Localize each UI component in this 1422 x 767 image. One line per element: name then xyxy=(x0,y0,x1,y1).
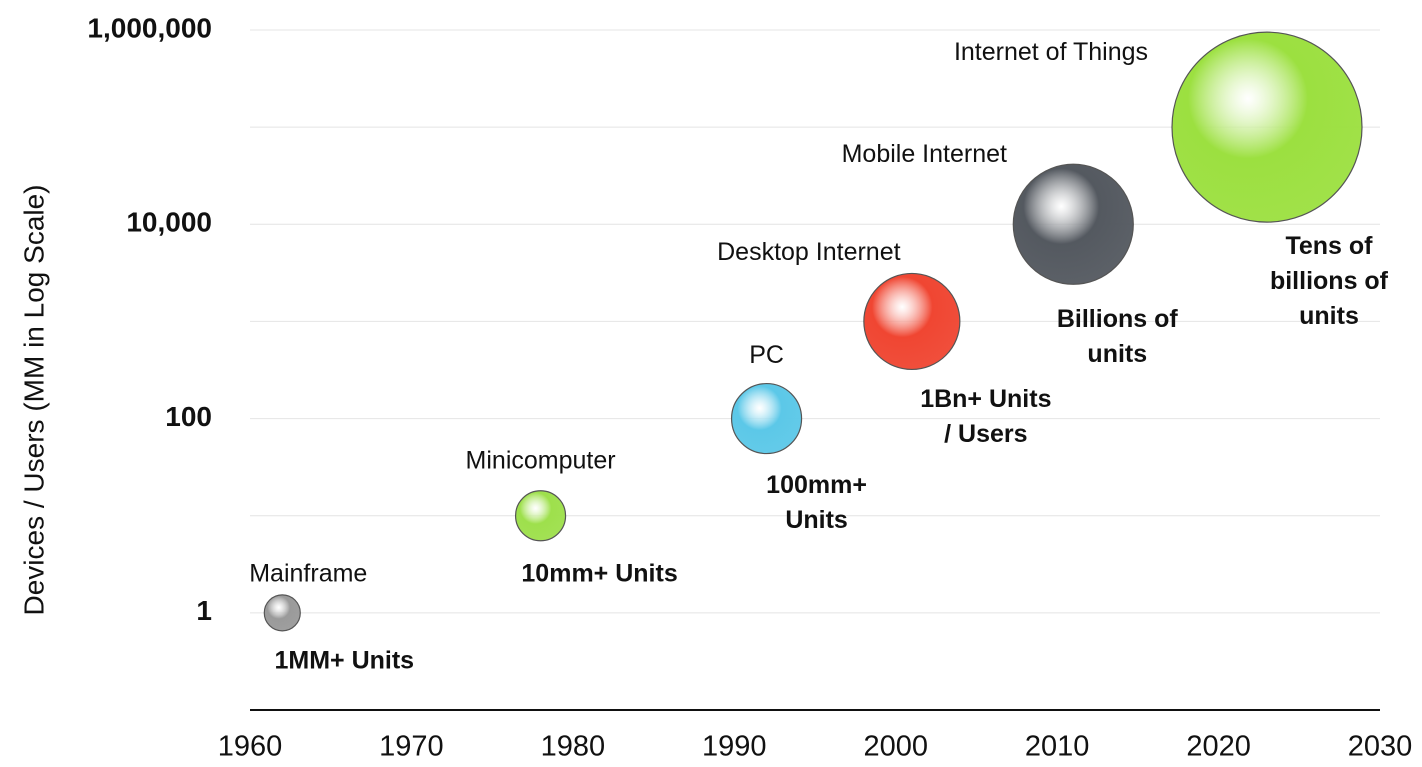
x-tick-label: 1960 xyxy=(218,731,283,763)
bubble-note: 10mm+ Units xyxy=(521,559,677,587)
bubble-note: 100mm+ xyxy=(766,471,867,499)
bubble-note: Tens of xyxy=(1285,232,1373,260)
x-tick-label: 2010 xyxy=(1025,731,1090,763)
bubble xyxy=(863,272,961,371)
bubble-label: Minicomputer xyxy=(466,446,616,474)
x-tick-label: 1980 xyxy=(541,731,606,763)
bubble xyxy=(1012,163,1134,285)
y-tick-label: 100 xyxy=(165,401,212,432)
bubble-note: 1Bn+ Units xyxy=(920,385,1051,413)
y-tick-label: 1,000,000 xyxy=(87,12,212,43)
bubble-note: 1MM+ Units xyxy=(274,646,414,674)
bubble-label: PC xyxy=(749,341,784,369)
bubble-note: Billions of xyxy=(1057,305,1179,333)
bubble xyxy=(1171,31,1363,223)
y-axis-label: Devices / Users (MM in Log Scale) xyxy=(18,184,49,615)
bubble-note: billions of xyxy=(1270,267,1389,295)
y-tick-label: 10,000 xyxy=(126,207,212,238)
bubble xyxy=(263,594,301,632)
bubble-label: Internet of Things xyxy=(954,38,1148,66)
bubble-label: Mainframe xyxy=(249,559,367,587)
x-tick-label: 2000 xyxy=(863,731,928,763)
bubble xyxy=(730,382,803,455)
bubble-note: / Users xyxy=(944,420,1027,448)
bubble xyxy=(514,490,567,542)
x-tick-label: 1990 xyxy=(702,731,767,763)
bubble-label: Mobile Internet xyxy=(842,140,1007,168)
bubble-note: units xyxy=(1299,302,1359,330)
y-tick-label: 1 xyxy=(196,595,212,626)
bubble-note: Units xyxy=(785,506,848,534)
x-tick-label: 1970 xyxy=(379,731,444,763)
x-tick-label: 2020 xyxy=(1186,731,1251,763)
x-tick-label: 2030 xyxy=(1348,731,1413,763)
bubble-label: Desktop Internet xyxy=(717,238,900,266)
bubble-note: units xyxy=(1087,340,1147,368)
